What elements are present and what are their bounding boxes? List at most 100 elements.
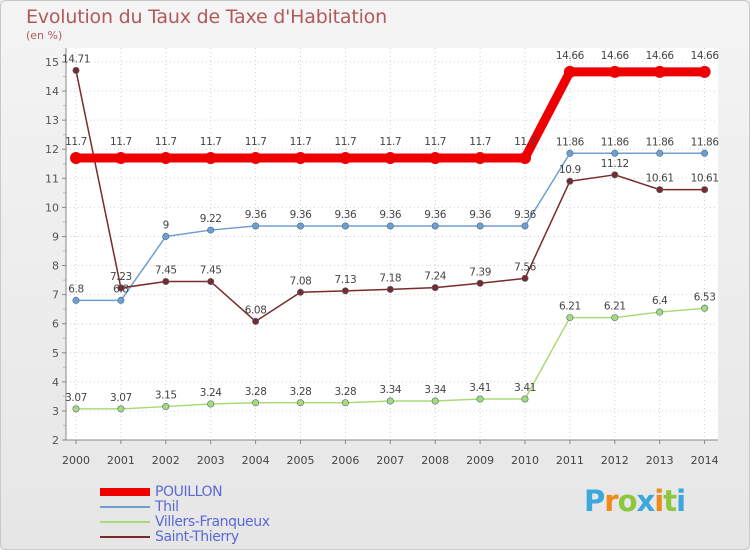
data-point (252, 317, 260, 325)
data-label: 11.86 (601, 136, 630, 148)
data-label: 7.39 (469, 266, 491, 278)
data-label: 11.7 (514, 136, 536, 148)
proxiti-logo: Proxiti (584, 484, 686, 518)
data-point (521, 274, 529, 282)
data-point (476, 279, 484, 287)
data-label: 9.22 (200, 213, 222, 225)
data-label: 9.36 (514, 209, 536, 221)
data-point (608, 65, 621, 78)
series-saint-thierry (72, 66, 709, 325)
data-label: 3.07 (110, 392, 132, 404)
logo-letter: i (654, 484, 664, 518)
data-point (296, 288, 304, 296)
data-label: 11.7 (200, 136, 222, 148)
y-tick-label: 11 (45, 172, 59, 185)
data-label: 6.08 (245, 304, 267, 316)
data-point (339, 151, 352, 164)
data-label: 11.7 (110, 136, 132, 148)
x-tick-label: 2007 (376, 454, 404, 467)
data-point (653, 65, 666, 78)
data-label: 14.66 (556, 50, 585, 62)
data-point (521, 222, 529, 230)
data-label: 11.86 (556, 136, 585, 148)
series-layer (70, 65, 711, 413)
data-point (70, 151, 82, 164)
data-label: 7.13 (335, 274, 357, 286)
unit-label: (en %) (26, 29, 63, 42)
y-tick-label: 9 (52, 230, 59, 243)
data-label: 3.34 (379, 384, 401, 396)
data-point (114, 151, 127, 164)
data-label: 7.08 (290, 275, 312, 287)
plot-area (66, 48, 718, 440)
data-label: 11.12 (601, 158, 629, 170)
x-tick-label: 2002 (152, 454, 180, 467)
data-label: 6.53 (694, 291, 716, 303)
logo-letter: t (663, 484, 677, 518)
x-tick-label: 2011 (556, 454, 584, 467)
legend-label: Villers-Franqueux (155, 514, 270, 530)
y-tick-label: 10 (45, 201, 59, 214)
data-label: 6.21 (604, 301, 626, 313)
data-point (117, 296, 125, 304)
x-tick-label: 2003 (197, 454, 225, 467)
data-point (296, 399, 304, 407)
data-point (249, 151, 262, 164)
data-point (566, 149, 574, 157)
data-label: 7.56 (514, 261, 536, 273)
data-point (162, 232, 170, 240)
y-tick-label: 12 (45, 143, 59, 156)
data-label: 6.4 (652, 295, 668, 307)
data-point (429, 151, 442, 164)
y-tick-label: 14 (45, 85, 59, 98)
data-label: 3.28 (335, 386, 357, 398)
data-label: 10.61 (646, 173, 674, 185)
logo-letter: x (636, 484, 656, 518)
data-label: 14.66 (601, 50, 630, 62)
y-tick-label: 13 (45, 114, 59, 127)
x-tick-label: 2010 (511, 454, 539, 467)
data-label: 3.07 (65, 392, 87, 404)
data-label: 9.36 (335, 209, 357, 221)
data-point (566, 314, 574, 322)
x-tick-label: 2008 (421, 454, 449, 467)
legend-swatch (100, 506, 150, 508)
x-tick-label: 2014 (691, 454, 719, 467)
data-point (207, 400, 215, 408)
data-point (341, 222, 349, 230)
data-label: 7.18 (379, 272, 401, 284)
data-point (656, 149, 664, 157)
data-point (294, 151, 307, 164)
data-point (566, 177, 574, 185)
data-label: 7.23 (110, 271, 132, 283)
data-point (207, 226, 215, 234)
legend-label: Thil (155, 499, 179, 515)
data-label: 10.61 (691, 173, 719, 185)
data-label: 11.7 (379, 136, 401, 148)
data-point (519, 151, 531, 164)
data-point (296, 222, 304, 230)
data-point (72, 296, 80, 304)
data-point (341, 399, 349, 407)
logo-letter: o (617, 484, 638, 518)
y-tick-label: 3 (52, 405, 59, 418)
data-label: 3.28 (245, 386, 267, 398)
data-label: 6.8 (113, 283, 129, 295)
x-tick-label: 2001 (107, 454, 135, 467)
data-point (431, 397, 439, 405)
x-tick-label: 2004 (242, 454, 270, 467)
data-label: 11.86 (646, 136, 675, 148)
data-label: 6.21 (559, 301, 581, 313)
data-label: 11.7 (335, 136, 357, 148)
data-point (159, 151, 172, 164)
series-villers-franqueux (72, 304, 709, 413)
data-point (386, 285, 394, 293)
data-point (431, 284, 439, 292)
data-label: 9.36 (245, 209, 267, 221)
data-label: 7.45 (200, 265, 222, 277)
data-label: 3.41 (469, 382, 491, 394)
chart-title: Evolution du Taux de Taxe d'Habitation (26, 6, 387, 28)
data-label: 11.7 (155, 136, 177, 148)
data-label: 9.36 (424, 209, 446, 221)
